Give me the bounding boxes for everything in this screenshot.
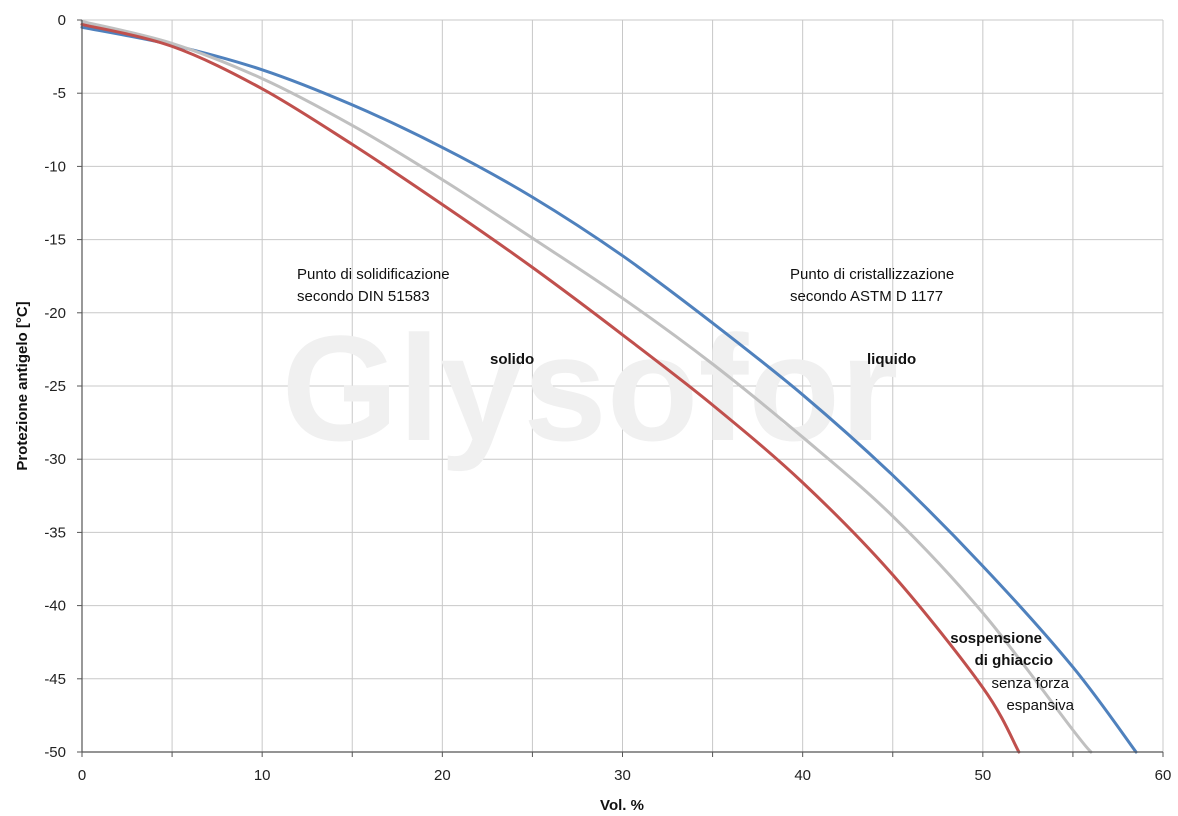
annotation-crystallization-line1: Punto di cristallizzazione bbox=[790, 266, 954, 283]
series-group bbox=[80, 20, 1138, 754]
series-line-red bbox=[80, 22, 1021, 754]
x-axis-title: Vol. % bbox=[600, 797, 644, 814]
x-tick-label: 60 bbox=[1155, 767, 1172, 784]
y-tick-label: -15 bbox=[44, 232, 66, 249]
series-line-blue bbox=[80, 25, 1138, 754]
y-tick-label: -50 bbox=[44, 744, 66, 761]
x-tick-label: 50 bbox=[974, 767, 991, 784]
grid-lines bbox=[82, 19, 1164, 752]
x-tick-label: 40 bbox=[794, 767, 811, 784]
y-axis-title: Protezione antigelo [°C] bbox=[14, 301, 31, 470]
y-tick-label: 0 bbox=[58, 12, 66, 29]
tick-labels: 0 -5 -10 -15 -20 -25 -30 -35 -40 -45 -50 0 10 20 30 40 5… bbox=[44, 12, 1171, 784]
annotation-solidification-line2: secondo DIN 51583 bbox=[297, 288, 430, 305]
annotation-no-force-line2: espansiva bbox=[1006, 697, 1074, 714]
annotation-suspension-line2: di ghiaccio bbox=[975, 652, 1053, 669]
y-tick-label: -40 bbox=[44, 598, 66, 615]
y-tick-label: -5 bbox=[53, 85, 66, 102]
axes bbox=[77, 19, 1164, 757]
y-tick-label: -30 bbox=[44, 451, 66, 468]
x-tick-label: 30 bbox=[614, 767, 631, 784]
y-tick-label: -10 bbox=[44, 158, 66, 175]
x-tick-label: 0 bbox=[78, 767, 86, 784]
y-tick-label: -20 bbox=[44, 305, 66, 322]
annotation-crystallization-line2: secondo ASTM D 1177 bbox=[790, 288, 943, 305]
x-tick-label: 20 bbox=[434, 767, 451, 784]
watermark: Glysofor bbox=[282, 304, 899, 472]
annotation-solid: solido bbox=[490, 351, 534, 368]
series-line-gray bbox=[80, 20, 1093, 754]
y-tick-label: -35 bbox=[44, 524, 66, 541]
annotation-solidification-line1: Punto di solidificazione bbox=[297, 266, 450, 283]
annotation-suspension-line1: sospensione bbox=[950, 630, 1042, 647]
annotation-liquid: liquido bbox=[867, 351, 916, 368]
y-tick-label: -25 bbox=[44, 378, 66, 395]
annotation-no-force-line1: senza forza bbox=[991, 675, 1069, 692]
y-tick-label: -45 bbox=[44, 671, 66, 688]
x-tick-label: 10 bbox=[254, 767, 271, 784]
